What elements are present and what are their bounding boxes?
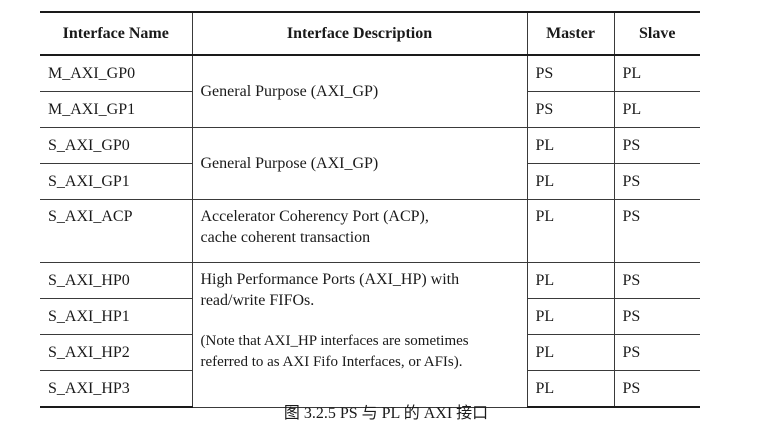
master-cell: PL xyxy=(526,199,615,263)
slave-cell: PS xyxy=(613,370,700,408)
slave-cell: PS xyxy=(613,262,700,299)
slave-cell: PS xyxy=(613,334,700,371)
master-cell: PS xyxy=(526,91,615,128)
interface-name-cell: S_AXI_HP2 xyxy=(40,334,193,371)
description-cell: General Purpose (AXI_GP) xyxy=(191,54,528,128)
interface-name-cell: S_AXI_ACP xyxy=(40,199,193,263)
description-cell: General Purpose (AXI_GP) xyxy=(191,127,528,200)
table-row: S_AXI_HP0 High Performance Ports (AXI_HP… xyxy=(40,262,700,408)
description-line: read/write FIFOs. xyxy=(200,292,315,309)
slave-cell: PS xyxy=(613,298,700,335)
master-cell: PS xyxy=(526,54,615,92)
interface-name-cell: M_AXI_GP0 xyxy=(40,54,193,92)
table-row: M_AXI_GP1 PS PL xyxy=(40,91,700,128)
table-header-row: Interface Name Interface Description Mas… xyxy=(40,11,700,56)
master-cell: PL xyxy=(526,334,615,371)
interface-table: Interface Name Interface Description Mas… xyxy=(40,11,700,408)
master-cell: PL xyxy=(526,370,615,408)
slave-cell: PS xyxy=(613,199,700,263)
description-note-line: (Note that AXI_HP interfaces are sometim… xyxy=(200,333,469,349)
master-cell: PL xyxy=(526,262,615,299)
interface-name-cell: S_AXI_HP1 xyxy=(40,298,193,335)
master-cell: PL xyxy=(526,127,615,164)
master-cell: PL xyxy=(526,163,615,200)
figure-caption: 图 3.2.5 PS 与 PL 的 AXI 接口 xyxy=(283,405,489,422)
interface-name-cell: S_AXI_HP3 xyxy=(40,370,193,408)
description-spacer xyxy=(201,311,519,331)
interface-name-cell: S_AXI_HP0 xyxy=(40,262,193,299)
header-master: Master xyxy=(526,11,615,56)
header-interface-name: Interface Name xyxy=(40,11,193,56)
description-cell: High Performance Ports (AXI_HP) with rea… xyxy=(191,262,528,408)
table-row: S_AXI_HP2 PL PS xyxy=(40,334,700,371)
description-cell: Accelerator Coherency Port (ACP), cache … xyxy=(191,199,528,263)
table-row: S_AXI_GP0 General Purpose (AXI_GP) PL PS xyxy=(40,127,700,200)
interface-name-cell: M_AXI_GP1 xyxy=(40,91,193,128)
table-row: S_AXI_HP3 PL PS xyxy=(40,370,700,408)
table-row: M_AXI_GP0 General Purpose (AXI_GP) PS PL xyxy=(40,54,700,128)
interface-name-cell: S_AXI_GP0 xyxy=(40,127,193,164)
description-line: Accelerator Coherency Port (ACP), xyxy=(200,208,429,225)
slave-cell: PL xyxy=(613,54,700,92)
slave-cell: PL xyxy=(613,91,700,128)
table-row: S_AXI_GP1 PL PS xyxy=(40,163,700,200)
table-row: S_AXI_ACP Accelerator Coherency Port (AC… xyxy=(40,199,700,263)
header-interface-description: Interface Description xyxy=(191,11,528,56)
master-cell: PL xyxy=(526,298,615,335)
slave-cell: PS xyxy=(613,127,700,164)
slave-cell: PS xyxy=(613,163,700,200)
description-note-line: referred to as AXI Fifo Interfaces, or A… xyxy=(200,354,463,370)
header-slave: Slave xyxy=(613,11,700,56)
description-line: cache coherent transaction xyxy=(200,229,371,246)
description-line: High Performance Ports (AXI_HP) with xyxy=(200,271,460,288)
interface-name-cell: S_AXI_GP1 xyxy=(40,163,193,200)
